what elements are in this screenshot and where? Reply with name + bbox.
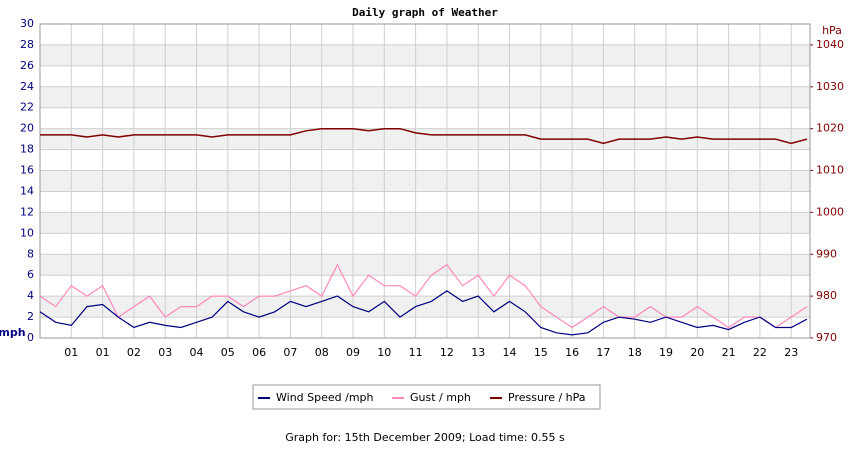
x-tick-label: 23 [784, 346, 798, 359]
x-tick-label: 19 [659, 346, 673, 359]
y2-tick-label: 1040 [816, 38, 844, 51]
y2-tick-label: 990 [816, 247, 837, 260]
x-tick-label: 15 [534, 346, 548, 359]
x-tick-label: 05 [221, 346, 235, 359]
x-tick-label: 21 [722, 346, 736, 359]
x-tick-label: 07 [283, 346, 297, 359]
plot-frame [39, 23, 811, 339]
y-tick-label: 8 [27, 247, 34, 260]
y-tick-label: 0 [27, 331, 34, 344]
x-tick-label: 01 [96, 346, 110, 359]
y-tick-label: 2 [27, 310, 34, 323]
x-tick-label: 13 [471, 346, 485, 359]
legend-label: Pressure / hPa [508, 391, 586, 404]
y-tick-label: 12 [20, 205, 34, 218]
y2-tick-label: 1000 [816, 205, 844, 218]
y2-tick-label: 1030 [816, 80, 844, 93]
x-tick-label: 16 [565, 346, 579, 359]
y2-tick-label: 980 [816, 289, 837, 302]
chart-title: Daily graph of Weather [352, 6, 498, 19]
grid-band [40, 128, 810, 150]
y2-tick-label: 1020 [816, 122, 844, 135]
y2-tick-label: 1010 [816, 164, 844, 177]
y-tick-label: 16 [20, 164, 34, 177]
y-tick-label: 26 [20, 59, 34, 72]
x-tick-label: 04 [190, 346, 204, 359]
legend-label: Gust / mph [410, 391, 471, 404]
grid-band [40, 170, 810, 192]
y-tick-label: 30 [20, 17, 34, 30]
y-tick-label: 4 [27, 289, 34, 302]
series-line [39, 263, 808, 329]
y2-tick-label: 970 [816, 331, 837, 344]
legend-label: Wind Speed /mph [276, 391, 374, 404]
grid-band [40, 296, 810, 318]
series-line [39, 290, 808, 336]
x-tick-label: 02 [127, 346, 141, 359]
y-tick-label: 18 [20, 143, 34, 156]
y2-axis-label: hPa [822, 24, 842, 37]
x-tick-label: 18 [628, 346, 642, 359]
grid-band [40, 254, 810, 276]
series-line [40, 127, 808, 145]
y-axis-label: mph [0, 326, 26, 339]
x-tick-label: 03 [158, 346, 172, 359]
y-tick-label: 24 [20, 80, 34, 93]
y-tick-label: 14 [20, 184, 34, 197]
x-tick-label: 10 [377, 346, 391, 359]
x-tick-label: 20 [690, 346, 704, 359]
y-tick-label: 28 [20, 38, 34, 51]
x-tick-label: 06 [252, 346, 266, 359]
footer: Graph for: 15th December 2009; Load time… [285, 431, 565, 444]
x-tick-label: 12 [440, 346, 454, 359]
y-tick-label: 20 [20, 122, 34, 135]
grid-band [40, 86, 810, 108]
x-tick-label: 14 [503, 346, 517, 359]
y-tick-label: 10 [20, 226, 34, 239]
grid-band [40, 44, 810, 66]
x-tick-label: 01 [64, 346, 78, 359]
x-tick-label: 09 [346, 346, 360, 359]
x-tick-label: 17 [596, 346, 610, 359]
grid-band [40, 212, 810, 234]
x-tick-label: 22 [753, 346, 767, 359]
legend [252, 384, 601, 410]
y-tick-label: 22 [20, 101, 34, 114]
x-tick-label: 08 [315, 346, 329, 359]
x-tick-label: 11 [409, 346, 423, 359]
y-tick-label: 6 [27, 268, 34, 281]
